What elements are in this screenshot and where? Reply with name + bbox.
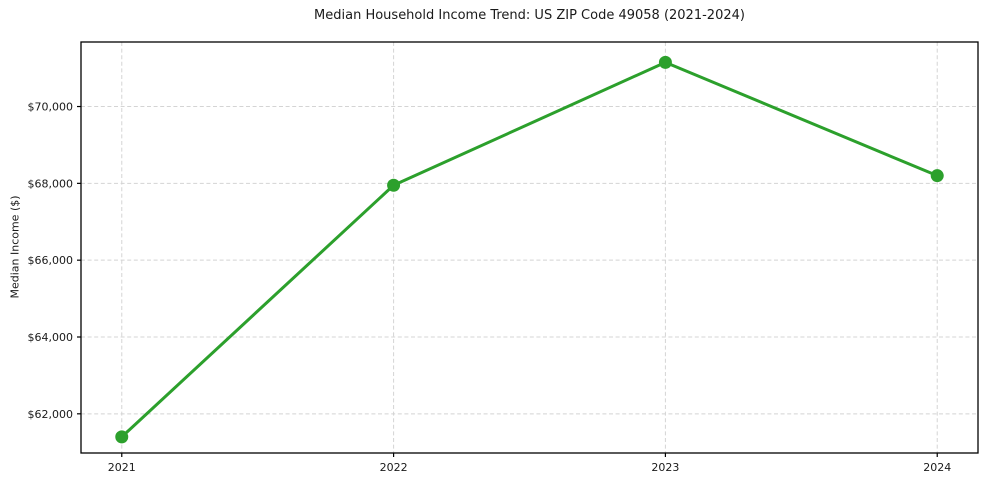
data-point-marker xyxy=(658,55,672,69)
chart-title: Median Household Income Trend: US ZIP Co… xyxy=(314,8,745,23)
x-tick-label: 2021 xyxy=(108,461,136,474)
axes-spines xyxy=(80,41,979,454)
data-point-marker xyxy=(930,169,944,183)
x-tick-label: 2023 xyxy=(651,461,679,474)
income-trend-line xyxy=(120,60,939,439)
y-tick-label: $70,000 xyxy=(28,101,74,114)
y-tick-label: $64,000 xyxy=(28,331,74,344)
y-tick-label: $68,000 xyxy=(28,177,74,190)
y-tick-label: $66,000 xyxy=(28,254,74,267)
data-point-marker xyxy=(115,430,129,444)
data-point-marker xyxy=(387,178,401,192)
x-tick-label: 2024 xyxy=(923,461,951,474)
y-tick-label: $62,000 xyxy=(28,408,74,421)
x-tick-label: 2022 xyxy=(380,461,408,474)
